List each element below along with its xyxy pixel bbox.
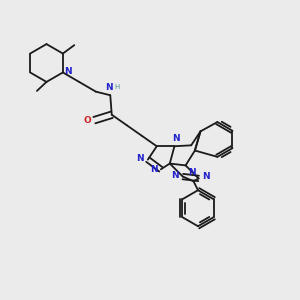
- Text: N: N: [150, 165, 157, 174]
- Text: N: N: [105, 83, 112, 92]
- Text: N: N: [172, 171, 179, 180]
- Text: N: N: [172, 134, 180, 143]
- Text: N: N: [188, 168, 196, 177]
- Text: N: N: [202, 172, 210, 182]
- Text: O: O: [83, 116, 91, 125]
- Text: H: H: [114, 84, 119, 90]
- Text: N: N: [136, 154, 144, 163]
- Text: N: N: [64, 67, 72, 76]
